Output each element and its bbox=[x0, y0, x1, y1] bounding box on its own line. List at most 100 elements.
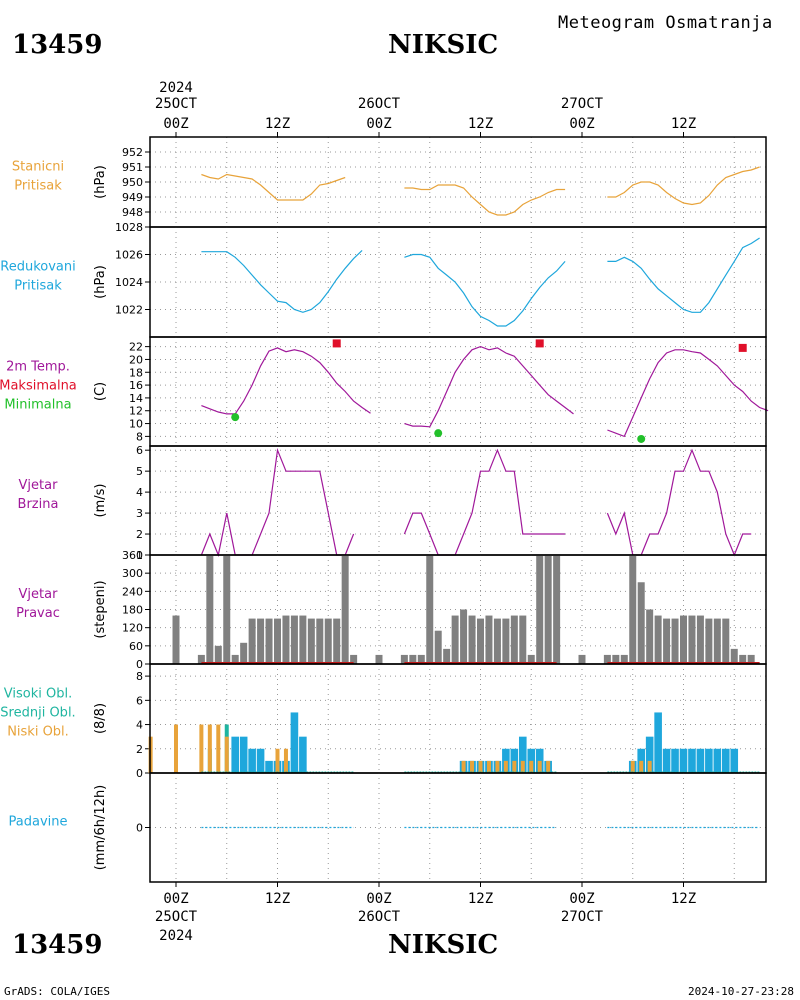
cloud-low-bar bbox=[503, 760, 508, 773]
min-temp-marker bbox=[434, 429, 443, 438]
direction-bar bbox=[443, 648, 451, 664]
cloud-high-bar bbox=[248, 748, 256, 773]
direction-bar bbox=[409, 654, 417, 664]
y-tick-label: 950 bbox=[122, 176, 143, 189]
series-label: Padavine bbox=[9, 815, 68, 830]
cloud-low-bar bbox=[216, 724, 221, 773]
direction-bar bbox=[451, 615, 459, 664]
panel-frame bbox=[149, 336, 767, 447]
cloud-high-bar bbox=[662, 748, 671, 773]
panel-clouds: 0 2 4 6 8 (8/8) Visoki Obl. Srednji Obl. Niski O… bbox=[0, 663, 767, 780]
series-line bbox=[201, 249, 363, 313]
direction-bar bbox=[739, 654, 747, 664]
y-tick-label: 8 bbox=[136, 430, 143, 443]
footer-timestamp: 2024-10-27-23:28 bbox=[688, 985, 794, 998]
time-hour-bottom: 00Z bbox=[569, 891, 594, 907]
direction-bar bbox=[680, 615, 687, 664]
direction-bar bbox=[265, 618, 273, 664]
time-day-top: 26OCT bbox=[358, 96, 401, 112]
direction-bar bbox=[519, 615, 527, 664]
station-name-top: NIKSIC bbox=[388, 30, 499, 60]
cloud-low-bar bbox=[537, 760, 542, 773]
direction-bar bbox=[637, 582, 645, 664]
y-axis-label: (hPa) bbox=[93, 265, 108, 299]
y-tick-label: 0 bbox=[136, 822, 143, 835]
y-tick-label: 14 bbox=[129, 392, 143, 405]
direction-bar bbox=[350, 654, 358, 664]
direction-bar bbox=[240, 642, 248, 664]
time-hour-bottom: 00Z bbox=[163, 891, 188, 907]
y-tick-label: 4 bbox=[136, 486, 143, 499]
time-hour-bottom: 12Z bbox=[468, 891, 493, 907]
series-line bbox=[607, 237, 760, 313]
cloud-low-bar bbox=[520, 760, 525, 773]
direction-bar bbox=[485, 615, 493, 664]
direction-bar bbox=[629, 555, 637, 664]
cloud-low-bar bbox=[495, 760, 500, 773]
y-tick-label: 12 bbox=[129, 405, 143, 418]
cloud-low-bar bbox=[512, 760, 517, 773]
direction-bar bbox=[696, 615, 704, 664]
cloud-low-bar bbox=[470, 760, 475, 773]
y-tick-label: 18 bbox=[129, 366, 143, 379]
y-tick-label: 60 bbox=[129, 640, 143, 653]
max-temp-marker bbox=[535, 339, 544, 348]
station-name-bottom: NIKSIC bbox=[388, 930, 499, 960]
y-tick-label: 948 bbox=[122, 206, 143, 219]
cloud-high-bar bbox=[299, 736, 307, 773]
subtitle: Meteogram Osmatranja bbox=[558, 13, 773, 33]
panel-frame bbox=[149, 445, 767, 556]
time-hour-bottom: 12Z bbox=[265, 891, 290, 907]
time-hour-bottom: 12Z bbox=[671, 891, 696, 907]
cloud-low-bar bbox=[478, 760, 483, 773]
cloud-high-bar bbox=[696, 748, 705, 773]
y-tick-label: 240 bbox=[122, 585, 143, 598]
max-temp-marker bbox=[332, 339, 341, 348]
direction-bar bbox=[510, 615, 518, 664]
panel-pressure_station: 948 949 950 951 952 (hPa) Stanicni Pritisak bbox=[12, 136, 767, 228]
direction-bar bbox=[197, 654, 205, 664]
direction-bar bbox=[333, 618, 341, 664]
direction-bar bbox=[477, 618, 484, 664]
direction-bar bbox=[206, 555, 214, 664]
series-line bbox=[607, 166, 760, 206]
direction-bar bbox=[493, 618, 501, 664]
series-line bbox=[201, 347, 371, 415]
cloud-high-bar bbox=[654, 712, 662, 773]
direction-bar bbox=[468, 615, 476, 664]
cloud-low-bar bbox=[207, 724, 212, 773]
series-label: Maksimalna bbox=[0, 379, 77, 394]
direction-bar bbox=[578, 654, 586, 664]
y-tick-label: 1 bbox=[136, 549, 143, 562]
cloud-high-bar bbox=[721, 748, 730, 773]
y-tick-label: 0 bbox=[136, 767, 143, 780]
cloud-high-bar bbox=[239, 736, 248, 773]
series-line bbox=[404, 253, 566, 327]
series-line bbox=[607, 349, 769, 438]
y-tick-label: 0 bbox=[136, 658, 143, 671]
cloud-high-bar bbox=[231, 736, 240, 773]
series-label: Minimalna bbox=[4, 398, 71, 413]
direction-bar bbox=[307, 618, 315, 664]
y-tick-label: 952 bbox=[122, 146, 143, 159]
y-tick-label: 360 bbox=[122, 549, 143, 562]
panel-frame bbox=[149, 226, 767, 338]
series-line bbox=[606, 448, 752, 557]
direction-bar bbox=[460, 609, 468, 664]
cloud-low-bar bbox=[199, 724, 204, 773]
series-label: Niski Obl. bbox=[7, 725, 69, 740]
time-hour-top: 00Z bbox=[569, 116, 594, 132]
direction-bar bbox=[713, 618, 721, 664]
series-label: 2m Temp. bbox=[6, 360, 70, 375]
cloud-high-bar bbox=[290, 712, 299, 773]
cloud-low-bar bbox=[647, 760, 652, 773]
y-axis-label: (hPa) bbox=[93, 165, 108, 199]
direction-bar bbox=[536, 555, 544, 664]
time-hour-top: 00Z bbox=[163, 116, 188, 132]
direction-bar bbox=[400, 654, 408, 664]
y-tick-label: 6 bbox=[136, 694, 143, 707]
min-temp-marker bbox=[231, 413, 240, 422]
cloud-high-bar bbox=[645, 736, 654, 773]
